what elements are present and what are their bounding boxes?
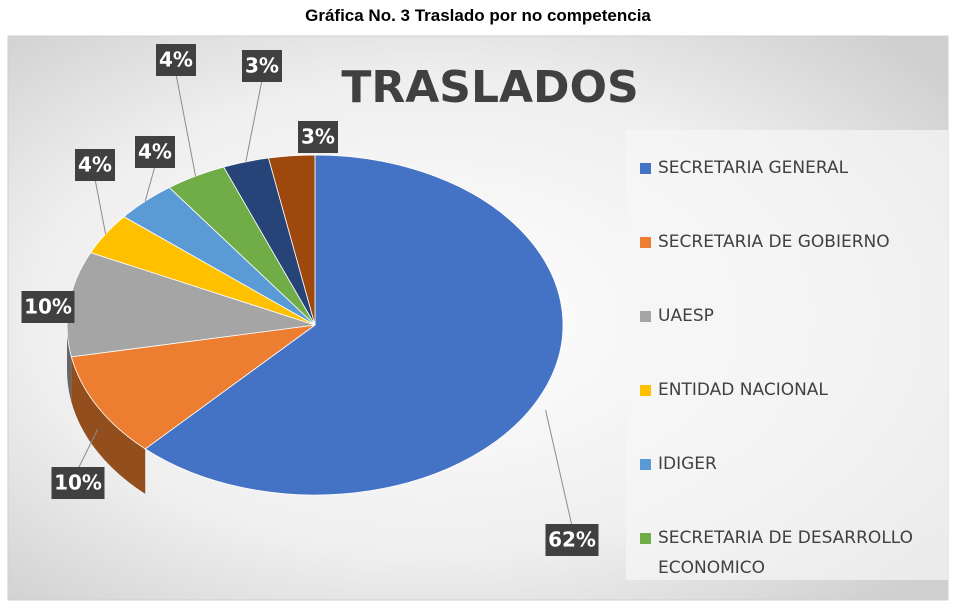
slice [268,154,316,326]
page-title: Gráfica No. 3 Traslado por no competenci… [305,6,651,25]
legend-label: ENTIDAD NACIONAL [658,380,828,400]
legend-label: SECRETARIA DE GOBIERNO [658,232,890,252]
legend-label: UAESP [658,306,714,326]
leader-line [77,429,99,470]
legend-item: SECRETARIA DE GOBIERNO [640,227,940,257]
data-label: 10% [24,295,72,319]
legend-swatch [640,311,651,322]
slice [70,324,316,450]
leader-line [545,409,573,527]
slice-side [67,325,72,402]
legend-label: SECRETARIA DE DESARROLLO ECONOMICO [658,528,914,578]
chart-title: TRASLADOS [341,62,638,113]
leader-line [94,178,107,235]
leader-line [175,73,197,177]
legend-swatch [640,533,651,544]
slice [144,154,564,496]
legend-swatch [640,163,651,174]
data-label: 62% [548,528,596,552]
data-label: 3% [301,125,335,149]
data-label: 10% [54,471,102,495]
legend-area [626,130,948,580]
data-label: 4% [78,153,112,177]
slice-side [71,356,146,494]
data-label-box [75,149,115,181]
data-label-box [135,136,175,168]
legend-item: SECRETARIA GENERAL [640,153,940,183]
legend-swatch [640,459,651,470]
legend-label: IDIGER [658,454,717,474]
leader-line [144,165,156,202]
legend-swatch [640,237,651,248]
data-label: 4% [138,140,172,164]
legend-swatch [640,385,651,396]
data-label: 4% [159,48,193,72]
data-label-box [21,291,75,323]
data-label-box [156,44,196,76]
data-label-box [545,524,599,556]
data-label: 3% [245,54,279,78]
legend-item: SECRETARIA DE DESARROLLO ECONOMICO [640,523,940,583]
data-label-box [242,50,282,82]
data-label-box [298,121,338,153]
legend-item: ENTIDAD NACIONAL [640,375,940,405]
legend-label: SECRETARIA GENERAL [658,158,849,178]
legend-item: UAESP [640,301,940,331]
data-label-box [51,467,105,499]
legend-item: IDIGER [640,449,940,479]
leader-line [245,79,263,162]
